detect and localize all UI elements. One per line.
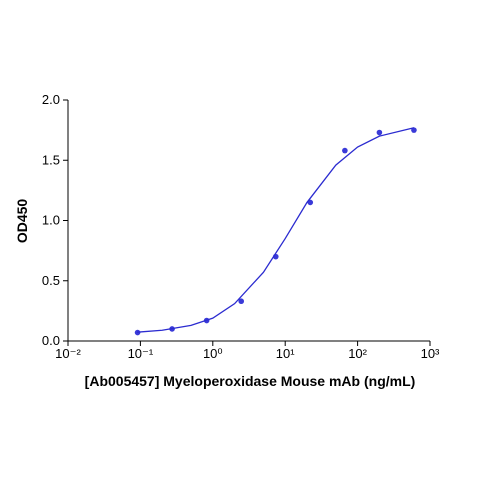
y-tick-label: 0.0 bbox=[42, 333, 60, 348]
y-axis-label: OD450 bbox=[14, 199, 30, 244]
data-point bbox=[238, 298, 245, 305]
x-tick-label: 10² bbox=[348, 346, 367, 361]
fit-curve bbox=[137, 127, 415, 333]
x-tick-label: 10¹ bbox=[276, 346, 295, 361]
data-point bbox=[376, 129, 383, 136]
y-tick-label: 1.5 bbox=[42, 152, 60, 167]
x-tick-label: 10⁰ bbox=[203, 346, 223, 361]
y-tick-label: 0.5 bbox=[42, 273, 60, 288]
data-point bbox=[342, 147, 348, 154]
x-tick-label: 10³ bbox=[421, 346, 440, 361]
x-axis-label: [Ab005457] Myeloperoxidase Mouse mAb (ng… bbox=[85, 373, 416, 389]
y-tick-label: 2.0 bbox=[42, 92, 60, 107]
x-tick-label: 10⁻¹ bbox=[128, 346, 154, 361]
x-tick-label: 10⁻² bbox=[55, 346, 81, 361]
y-tick-label: 1.0 bbox=[42, 213, 60, 228]
